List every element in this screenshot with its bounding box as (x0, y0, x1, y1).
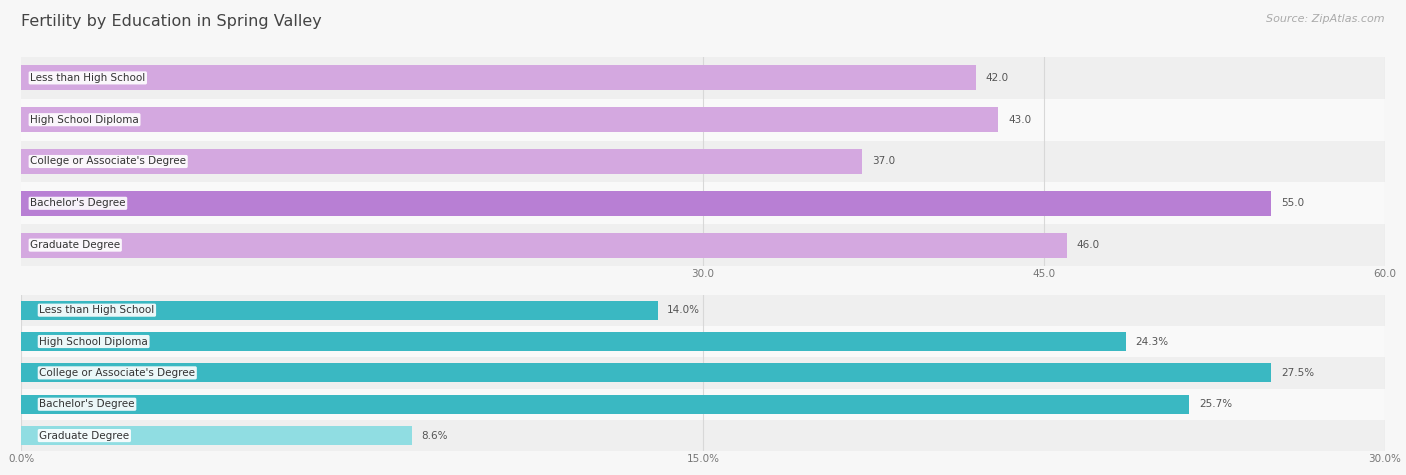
Bar (21, 294, 1385, 326)
Text: Bachelor's Degree: Bachelor's Degree (30, 198, 125, 209)
Bar (21, 233, 1067, 257)
Text: 37.0: 37.0 (872, 156, 894, 167)
Bar (21, 224, 1385, 266)
Text: Graduate Degree: Graduate Degree (30, 240, 121, 250)
Bar (21, 182, 1385, 224)
Text: 27.5%: 27.5% (1281, 368, 1315, 378)
Bar (21, 395, 1189, 414)
Text: Less than High School: Less than High School (30, 73, 145, 83)
Bar (21, 107, 998, 132)
Text: High School Diploma: High School Diploma (30, 114, 139, 125)
Text: College or Associate's Degree: College or Associate's Degree (39, 368, 195, 378)
Text: Less than High School: Less than High School (39, 305, 155, 315)
Bar (21, 326, 1385, 357)
Bar (21, 389, 1385, 420)
Text: 46.0: 46.0 (1076, 240, 1099, 250)
Bar (21, 301, 658, 320)
Text: 14.0%: 14.0% (666, 305, 700, 315)
Bar (21, 332, 1126, 351)
Text: College or Associate's Degree: College or Associate's Degree (30, 156, 186, 167)
Bar (21, 57, 1385, 99)
Bar (21, 99, 1385, 141)
Text: 8.6%: 8.6% (422, 430, 449, 441)
Bar (21, 191, 1271, 216)
Bar (21, 149, 862, 174)
Text: Fertility by Education in Spring Valley: Fertility by Education in Spring Valley (21, 14, 322, 29)
Bar (21, 420, 1385, 451)
Text: High School Diploma: High School Diploma (39, 336, 148, 347)
Text: Bachelor's Degree: Bachelor's Degree (39, 399, 135, 409)
Text: 25.7%: 25.7% (1199, 399, 1232, 409)
Bar (21, 357, 1385, 389)
Text: 43.0: 43.0 (1008, 114, 1031, 125)
Bar (21, 66, 976, 90)
Text: Graduate Degree: Graduate Degree (39, 430, 129, 441)
Text: Source: ZipAtlas.com: Source: ZipAtlas.com (1267, 14, 1385, 24)
Bar (21, 426, 412, 445)
Text: 24.3%: 24.3% (1135, 336, 1168, 347)
Text: 42.0: 42.0 (986, 73, 1008, 83)
Bar (21, 363, 1271, 382)
Bar (21, 141, 1385, 182)
Text: 55.0: 55.0 (1281, 198, 1303, 209)
